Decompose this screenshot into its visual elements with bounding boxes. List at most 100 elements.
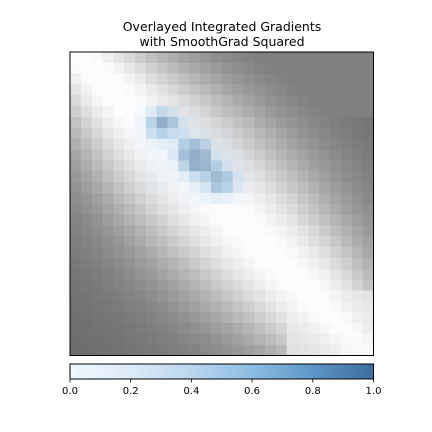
heatmap-cell [308,247,320,259]
heatmap-cell [265,268,277,281]
heatmap-cell [221,106,233,118]
heatmap-cell [145,95,158,107]
heatmap-cell [91,117,103,129]
heatmap-cell [243,333,255,346]
heatmap-cell [178,257,190,270]
heatmap-cell [275,225,288,237]
colorbar-segment [277,364,283,379]
heatmap-cell [91,247,103,259]
heatmap-cell [156,160,168,172]
heatmap-cell [254,52,266,64]
heatmap-cell [156,322,168,335]
heatmap-cell [286,333,299,346]
heatmap-cell [351,225,364,237]
heatmap-cell [340,301,353,313]
heatmap-cell [145,84,158,96]
heatmap-cell [308,279,320,291]
heatmap-cell [124,225,136,237]
colorbar-segment [312,364,319,379]
heatmap-cell [319,214,331,226]
heatmap-cell [210,192,223,205]
colorbar-segment [150,364,157,379]
heatmap-cell [200,138,212,150]
heatmap-cell [286,236,299,248]
colorbar-tick-label: 0.2 [123,386,139,397]
heatmap-cell [232,301,244,313]
heatmap-cell [167,247,179,259]
heatmap-cell [243,214,255,226]
heatmap-cell [80,268,93,281]
heatmap-cell [189,127,201,140]
colorbar-segment [206,364,212,379]
heatmap-cell [70,127,82,140]
heatmap-cell [232,203,244,215]
heatmap-cell [200,236,212,248]
heatmap-cell [319,117,331,129]
heatmap-cell [221,171,233,183]
heatmap-cell [275,149,288,161]
heatmap-cell [178,247,190,259]
heatmap-cell [156,192,168,205]
heatmap-cell [113,236,125,248]
heatmap-cell [243,236,255,248]
colorbar-segment [307,364,314,379]
heatmap-cell [275,247,288,259]
heatmap-cell [362,236,374,248]
heatmap-cell [200,203,212,215]
heatmap-cell [70,171,82,183]
heatmap-cell [210,301,223,313]
heatmap-cell [91,62,103,75]
heatmap-cell [243,138,255,150]
heatmap-cell [265,171,277,183]
heatmap-cell [113,73,125,85]
colorbar-segment [241,364,248,379]
heatmap-cell [330,95,342,107]
heatmap-cell [265,225,277,237]
heatmap-cell [167,106,179,118]
heatmap-cell [91,95,103,107]
heatmap-cell [286,95,299,107]
heatmap-cell [243,149,255,161]
heatmap-cell [243,257,255,270]
heatmap-cell [308,84,320,96]
heatmap-cell [232,95,244,107]
heatmap-cell [221,333,233,346]
heatmap-cell [145,225,158,237]
heatmap-cell [351,290,364,302]
heatmap-cell [286,106,299,118]
heatmap-cell [189,84,201,96]
heatmap-cell [80,138,93,150]
heatmap-cell [210,127,223,140]
heatmap-cell [221,62,233,75]
heatmap-cell [308,236,320,248]
heatmap-cell [340,138,353,150]
colorbar-segment [186,364,192,379]
heatmap-cell [135,62,147,75]
heatmap-cell [221,149,233,161]
heatmap-cell [319,203,331,215]
heatmap-cell [351,322,364,335]
heatmap-cell [330,333,342,346]
heatmap-cell [210,268,223,281]
heatmap-cell [362,95,374,107]
heatmap-cell [340,52,353,64]
heatmap-cell [145,236,158,248]
heatmap-cell [135,344,147,356]
heatmap-cell [221,290,233,302]
heatmap-cell [265,149,277,161]
colorbar-tick-label: 0.6 [244,386,260,397]
chart-title: Overlayed Integrated Gradients with Smoo… [70,19,374,49]
colorbar-segment [221,364,228,379]
heatmap-cell [178,62,190,75]
heatmap-cell [135,290,147,302]
heatmap-cell [221,182,233,194]
heatmap-cell [275,95,288,107]
heatmap-cell [200,160,212,172]
heatmap-cell [156,301,168,313]
heatmap-cell [297,127,309,140]
heatmap-cell [351,203,364,215]
heatmap-cell [178,268,190,281]
heatmap-cell [70,52,82,64]
heatmap-cell [243,312,255,324]
heatmap-cell [232,236,244,248]
